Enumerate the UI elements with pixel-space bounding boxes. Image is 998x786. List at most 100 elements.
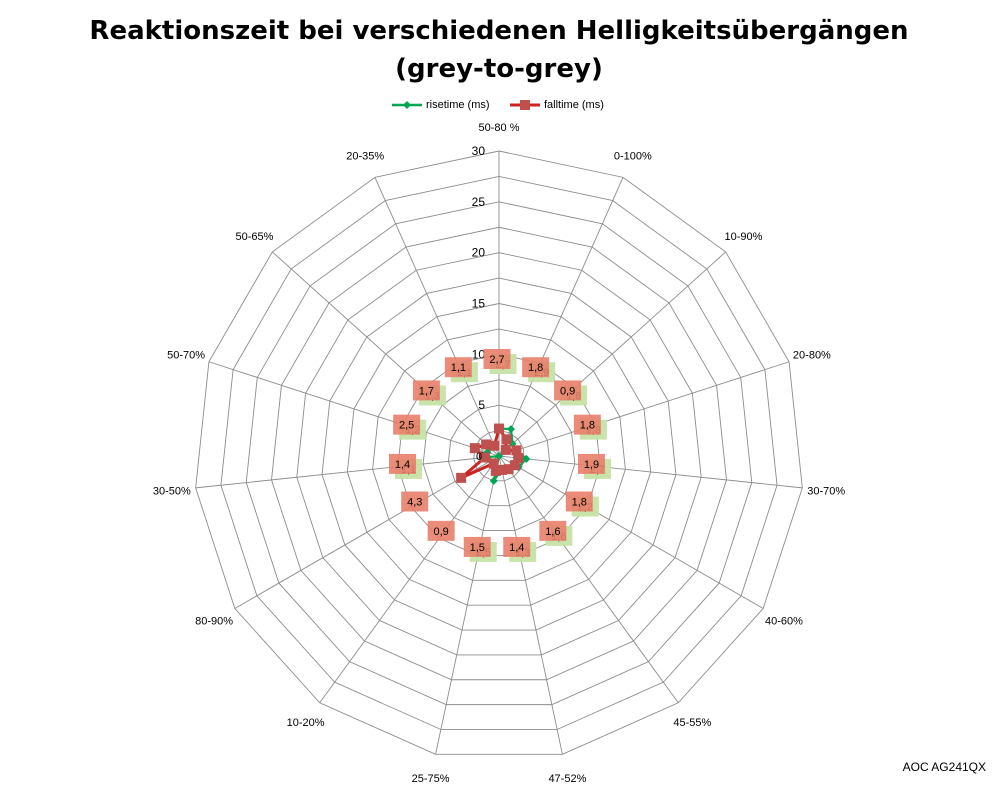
grid-spoke [195, 455, 500, 489]
grid-spoke [272, 251, 500, 457]
fall-data-label-2-bg [554, 380, 582, 401]
fall-point-3 [511, 445, 522, 456]
fall-data-label-7-bg [503, 536, 531, 557]
axis-label-3: 20-80% [793, 349, 831, 361]
tick-label-20: 20 [472, 246, 486, 260]
grid-spoke [435, 455, 500, 755]
fall-data-label-0: 2,7 [489, 354, 504, 366]
axis-label-12: 50-70% [167, 349, 205, 361]
fall-data-label-3-bg [573, 414, 601, 435]
fall-data-label-11: 1,4 [395, 459, 410, 471]
rise-point-1 [506, 425, 515, 434]
fall-data-label-12-bg [393, 414, 421, 435]
grid-ring [447, 404, 551, 507]
fall-point-0 [494, 423, 504, 434]
fall-data-label-2: 0,9 [560, 385, 575, 397]
axis-label-9: 10-20% [287, 717, 325, 729]
fall-data-label-14: 1,1 [451, 362, 466, 374]
fall-data-label-10-bg [401, 491, 429, 512]
grid-spoke [498, 455, 563, 755]
fall-data-label-0-bg [483, 349, 511, 369]
grid-ring [195, 150, 803, 755]
fall-data-label-9-bg [427, 520, 455, 541]
axis-label-4: 30-70% [807, 485, 845, 497]
fall-point-8 [490, 465, 501, 476]
fall-data-label-1: 1,8 [528, 362, 543, 374]
fall-data-label-11-bg [389, 453, 417, 474]
fall-point-10 [456, 472, 467, 483]
grid-ring [397, 353, 601, 556]
fall-point-7 [496, 464, 507, 475]
series-layer [456, 423, 531, 485]
legend-falltime-label: falltime (ms) [544, 99, 604, 111]
fall-data-label-8-bg [463, 536, 491, 557]
fall-point-1 [501, 434, 512, 445]
fall-data-label-1-bg [522, 357, 550, 378]
fall-data-label-7: 1,4 [509, 542, 524, 554]
fall-point-5 [509, 460, 520, 471]
axis-label-7: 47-52% [548, 773, 586, 785]
legend: risetime (ms) falltime (ms) [0, 99, 998, 119]
axis-label-14: 20-35% [346, 150, 384, 162]
axis-label-0: 50-80 % [479, 122, 520, 134]
legend-item-falltime: falltime (ms) [510, 99, 604, 111]
legend-item-risetime: risetime (ms) [392, 99, 490, 111]
fall-data-label-13: 1,7 [419, 385, 434, 397]
axis-label-5: 40-60% [765, 616, 803, 628]
grid-ring [372, 328, 626, 581]
grid-spoke [498, 251, 726, 457]
grid-spoke [498, 455, 803, 489]
fall-data-label-3: 1,8 [580, 420, 595, 432]
tick-label-10: 10 [472, 347, 486, 361]
axis-label-8: 25-75% [412, 773, 450, 785]
radar-grid [195, 150, 803, 755]
grid-ring [321, 277, 677, 631]
tick-label-15: 15 [472, 297, 486, 311]
axis-label-2: 10-90% [725, 231, 763, 243]
axis-label-6: 45-55% [673, 717, 711, 729]
fall-data-label-10: 4,3 [407, 497, 422, 509]
rise-point-4 [522, 454, 531, 463]
legend-risetime-label: risetime (ms) [426, 99, 490, 111]
fall-data-label-4: 1,9 [584, 459, 599, 471]
fall-data-label-5-bg [565, 491, 593, 512]
fall-data-label-4-bg [577, 453, 605, 474]
axis-label-1: 0-100% [614, 150, 652, 162]
fall-data-label-12: 2,5 [399, 420, 414, 432]
axis-label-11: 30-50% [153, 485, 191, 497]
grid-spoke [498, 455, 764, 609]
grid-spoke [498, 361, 790, 457]
grid-ring [271, 226, 727, 681]
fall-data-label-6: 1,6 [545, 526, 560, 538]
fall-point-6 [503, 464, 514, 475]
data-labels: 2,72,72,91,81,80,91,81,82,71,92,21,81,61… [389, 349, 611, 562]
axis-label-10: 80-90% [195, 616, 233, 628]
chart-title-line2: (grey-to-grey) [395, 54, 603, 84]
fall-point-4 [513, 453, 524, 464]
fall-data-label-14-bg [444, 357, 472, 378]
fall-data-label-8: 1,5 [470, 542, 485, 554]
axis-label-13: 50-65% [236, 231, 274, 243]
rise-point-8 [489, 476, 498, 485]
fall-point-9 [488, 458, 499, 469]
fall-point-14 [489, 440, 500, 451]
fall-point-2 [500, 444, 511, 455]
grid-spoke [498, 455, 679, 704]
grid-ring [220, 175, 778, 730]
tick-label-5: 5 [478, 398, 485, 412]
legend-falltime-line-icon [510, 100, 540, 110]
fall-point-11 [479, 452, 490, 463]
tick-label-25: 25 [472, 195, 486, 209]
grid-ring [346, 303, 652, 606]
legend-risetime-line-icon [392, 101, 422, 109]
fall-data-label-13-bg [412, 380, 440, 401]
fall-data-label-5: 1,8 [572, 497, 587, 509]
fall-data-label-9: 0,9 [434, 526, 449, 538]
grid-spoke [319, 455, 500, 704]
fall-data-label-6-bg [539, 520, 567, 541]
grid-ring [245, 201, 753, 706]
chart-title-line1: Reaktionszeit bei verschiedenen Helligke… [89, 16, 909, 46]
fall-point-12 [469, 443, 480, 454]
radial-tick-labels: 0 5 10 15 20 25 30 [472, 144, 486, 463]
